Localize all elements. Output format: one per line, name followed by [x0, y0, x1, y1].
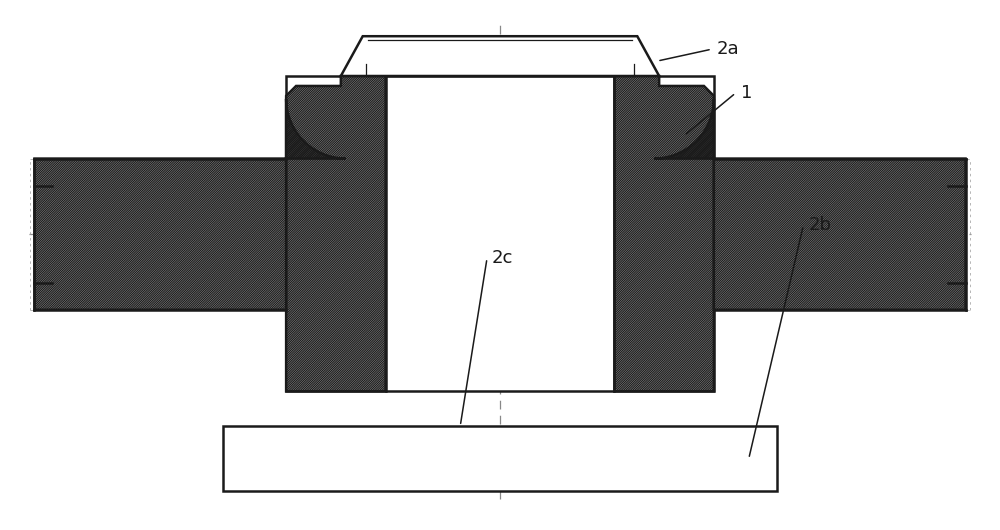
- Bar: [286, 76, 714, 391]
- Polygon shape: [341, 36, 659, 76]
- Polygon shape: [654, 99, 966, 310]
- Text: 1: 1: [741, 84, 752, 102]
- Text: 2c: 2c: [492, 249, 513, 267]
- Text: 2b: 2b: [808, 216, 831, 234]
- Polygon shape: [614, 76, 714, 391]
- Bar: [223, 426, 777, 491]
- Text: 2a: 2a: [717, 40, 739, 58]
- Polygon shape: [286, 76, 386, 391]
- Polygon shape: [34, 99, 346, 310]
